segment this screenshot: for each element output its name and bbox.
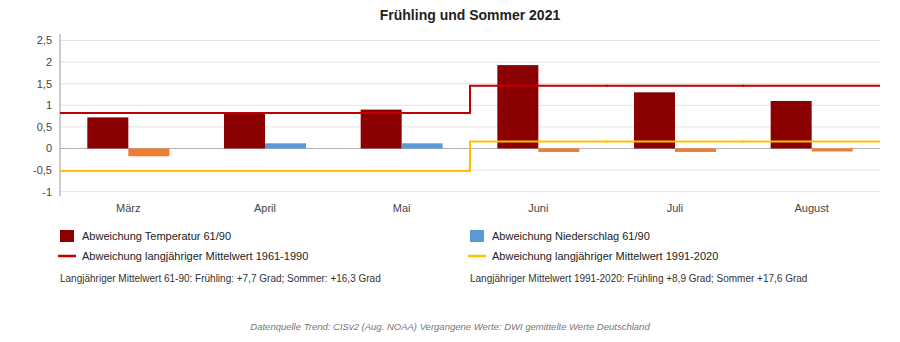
bar (361, 110, 402, 149)
y-tick-label: 1,5 (37, 78, 52, 90)
bar (224, 114, 265, 149)
x-tick-label: April (254, 202, 276, 214)
step-segment (197, 170, 334, 172)
bar (402, 143, 443, 148)
x-tick-label: Juli (667, 202, 684, 214)
step-riser (469, 142, 471, 171)
annotation: Langjähriger Mittelwert 61-90: Frühling:… (60, 273, 381, 284)
y-tick-label: -1 (42, 186, 52, 198)
y-tick-label: -0,5 (33, 164, 52, 176)
legend-label: Abweichung Niederschlag 61/90 (492, 230, 650, 242)
annotation: Langjähriger Mittelwert 1991-2020: Frühl… (470, 273, 807, 284)
step-segment (470, 85, 607, 87)
legend-swatch (60, 230, 74, 242)
step-line (60, 142, 880, 171)
legend: Abweichung Temperatur 61/90 Abweichung Ni… (58, 230, 718, 262)
annotations: Langjähriger Mittelwert 61-90: Frühling:… (60, 273, 807, 332)
chart: Frühling und Sommer 2021 -1 -0,5 0 0,5 1 1,5 2 2… (0, 0, 900, 342)
bar (265, 143, 306, 148)
grid-line (60, 62, 880, 63)
legend-label: Abweichung Temperatur 61/90 (82, 230, 231, 242)
bar (87, 117, 128, 148)
legend-label: Abweichung langjähriger Mittelwert 1991-… (492, 250, 718, 262)
y-tick-label: 2,5 (37, 34, 52, 46)
x-tick-label: Mai (393, 202, 411, 214)
x-tick-label: März (116, 202, 140, 214)
y-tick-label: 2 (46, 56, 52, 68)
step-segment (333, 112, 470, 114)
step-segment (197, 112, 334, 114)
y-tick-label: 0,5 (37, 121, 52, 133)
y-axis: -1 -0,5 0 0,5 1 1,5 2 2,5 (33, 34, 880, 198)
step-segment (470, 141, 607, 143)
legend-swatch (468, 255, 486, 258)
legend-label: Abweichung langjähriger Mittelwert 1961-… (82, 250, 308, 262)
step-segment (607, 85, 744, 87)
grid-line (60, 191, 880, 192)
bar (128, 148, 169, 156)
bar (497, 65, 538, 148)
x-tick-label: Juni (528, 202, 548, 214)
step-segment (60, 112, 197, 114)
step-segment (743, 141, 880, 143)
title: Frühling und Sommer 2021 (380, 7, 561, 23)
x-tick-label: August (795, 202, 829, 214)
grid-line (60, 126, 880, 127)
step-segment (333, 170, 470, 172)
step-riser (469, 86, 471, 113)
step-segment (60, 170, 197, 172)
y-tick-label: 0 (46, 142, 52, 154)
step-segment (607, 141, 744, 143)
grid-line (60, 40, 880, 41)
step-segment (743, 85, 880, 87)
bar (675, 148, 716, 151)
legend-swatch (58, 255, 76, 258)
plot-area (60, 65, 880, 171)
footnote: Datenquelle Trend: CISv2 (Aug. NOAA) Ver… (250, 321, 650, 332)
step-line (60, 86, 880, 113)
bar (538, 148, 579, 151)
bar (812, 148, 853, 151)
bar (634, 92, 675, 148)
y-tick-label: 1 (46, 99, 52, 111)
legend-swatch (470, 230, 484, 242)
grid-line (60, 83, 880, 84)
